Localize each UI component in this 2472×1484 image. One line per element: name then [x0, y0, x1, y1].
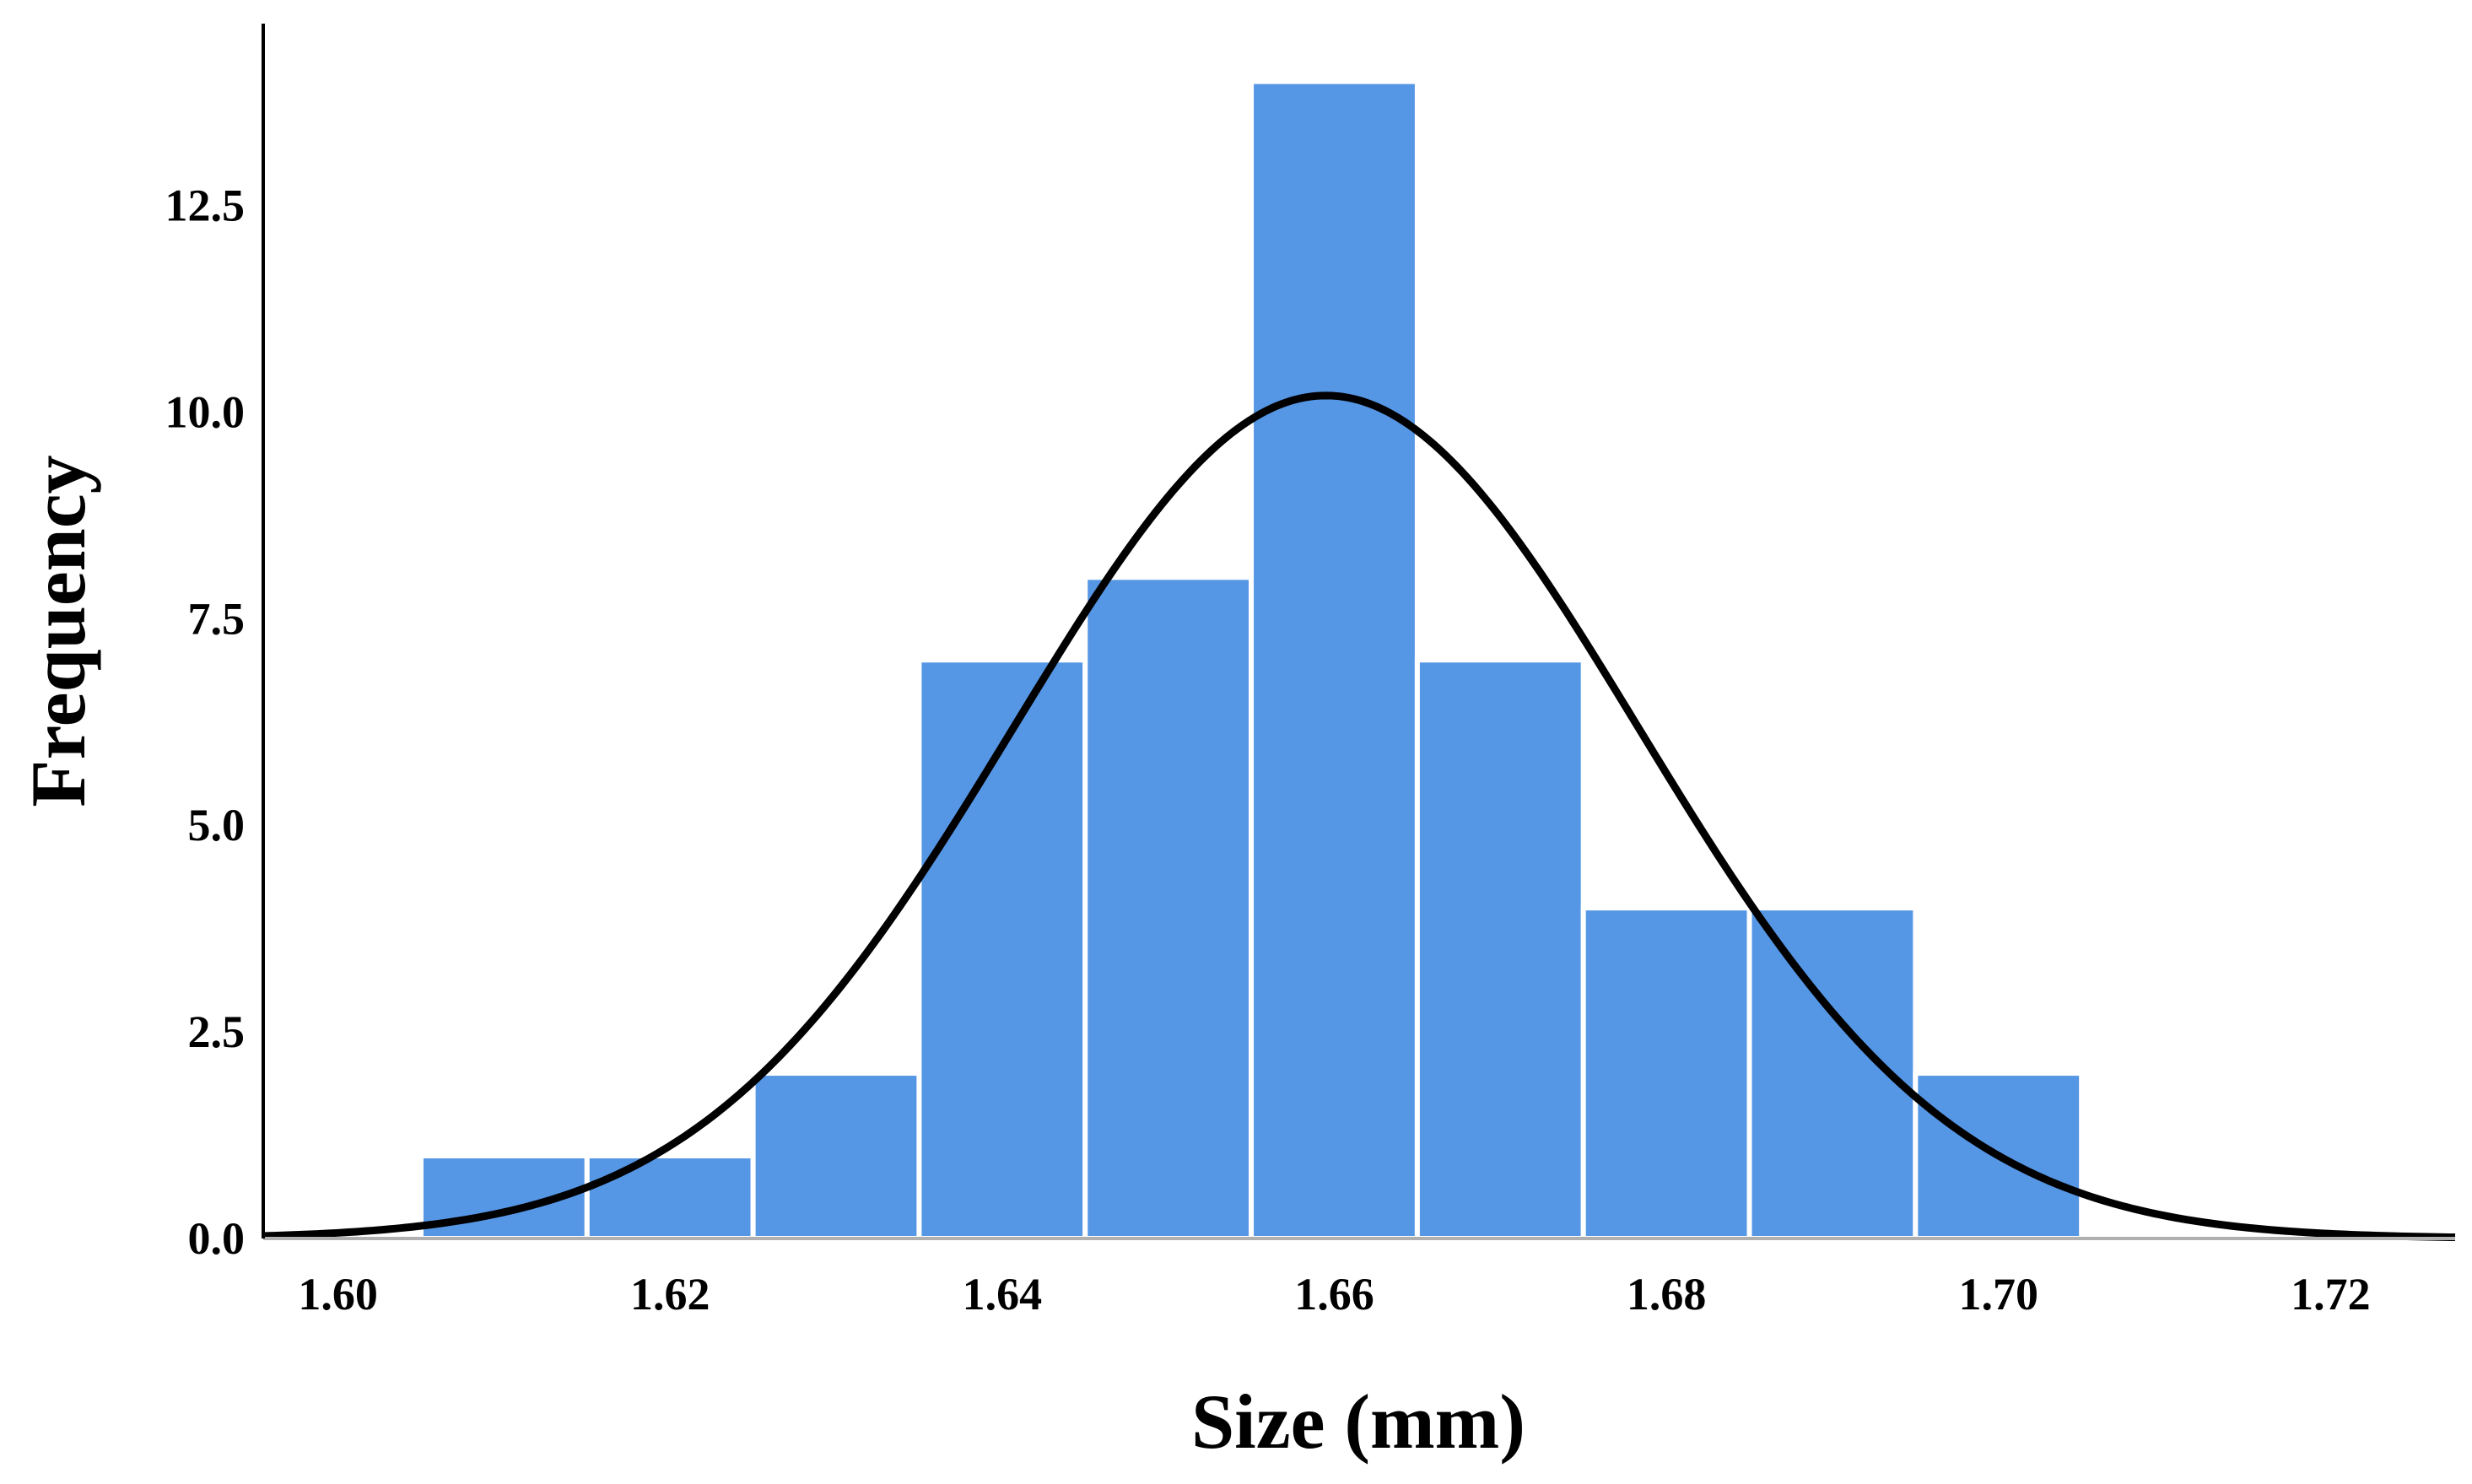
- histogram-bar: [750, 1071, 922, 1242]
- y-tick-label: 10.0: [165, 386, 246, 437]
- x-tick-label: 1.64: [963, 1269, 1043, 1319]
- histogram-bar: [1249, 78, 1420, 1242]
- x-axis-ticks: 1.60 1.62 1.64 1.66 1.68 1.70 1.72: [298, 1269, 2370, 1319]
- x-tick-label: 1.72: [2291, 1269, 2371, 1319]
- y-axis-title: Frequency: [15, 455, 101, 807]
- x-tick-label: 1.62: [630, 1269, 710, 1319]
- histogram-bar: [1414, 657, 1586, 1241]
- y-axis-ticks: 0.0 2.5 5.0 7.5 10.0 12.5: [165, 181, 246, 1264]
- y-tick-label: 12.5: [165, 181, 246, 231]
- x-tick-label: 1.60: [298, 1269, 378, 1319]
- x-tick-label: 1.70: [1959, 1269, 2039, 1319]
- normal-curve: [262, 391, 2456, 1242]
- y-tick-label: 5.0: [188, 800, 246, 850]
- histogram-bar: [1082, 575, 1255, 1241]
- histogram-bar: [584, 1153, 756, 1241]
- y-tick-label: 2.5: [188, 1006, 246, 1057]
- histogram-bar: [916, 657, 1088, 1241]
- x-tick-label: 1.66: [1294, 1269, 1374, 1319]
- histogram-bar: [1580, 905, 1752, 1241]
- y-tick-label: 0.0: [188, 1213, 246, 1264]
- x-axis-title: Size (mm): [1191, 1379, 1525, 1465]
- x-tick-label: 1.68: [1627, 1269, 1707, 1319]
- histogram-bars: [418, 78, 2085, 1242]
- y-tick-label: 7.5: [188, 593, 246, 644]
